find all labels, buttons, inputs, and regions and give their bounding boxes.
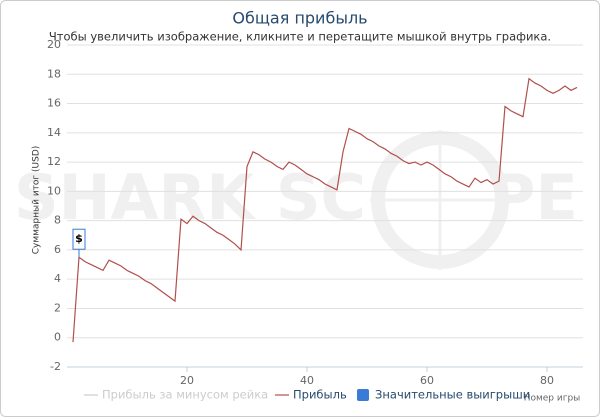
legend-swatch (357, 389, 369, 401)
y-tick-label: 20 (47, 38, 61, 51)
y-tick-label: 8 (54, 214, 61, 227)
line (72, 77, 578, 343)
y-tick-label: 4 (54, 272, 61, 285)
y-tick-label: 16 (47, 97, 61, 110)
legend-label: Значительные выигрыши (375, 388, 530, 402)
x-tick-label: 60 (420, 374, 434, 387)
y-tick-label: 0 (54, 331, 61, 344)
y-tick-label: 10 (47, 184, 61, 197)
watermark: SHARK SC PE (14, 130, 578, 270)
x-tick-label: 80 (540, 374, 554, 387)
chart-subtitle: Чтобы увеличить изображение, кликните и … (49, 30, 551, 44)
annotation-flag (72, 228, 86, 250)
watermark-text: SHARK SC (14, 161, 366, 234)
y-tick-label: 2 (54, 301, 61, 314)
y-tick-label: 18 (47, 67, 61, 80)
y-tick-label: 14 (47, 126, 61, 139)
x-tick-label: 40 (300, 374, 314, 387)
chart-title: Общая прибыль (232, 9, 367, 28)
legend-label: Прибыль за минусом рейка (102, 388, 268, 402)
annotation-label: $ (75, 232, 83, 245)
y-axis-label: Суммарный итог (USD) (32, 146, 42, 255)
x-tick-label: 20 (180, 374, 194, 387)
y-tick-label: 12 (47, 155, 61, 168)
x-axis-label: Номер игры (524, 394, 581, 404)
y-tick-label: -2 (50, 360, 61, 373)
legend-label: Прибыль (293, 388, 347, 402)
y-tick-label: 6 (54, 243, 61, 256)
